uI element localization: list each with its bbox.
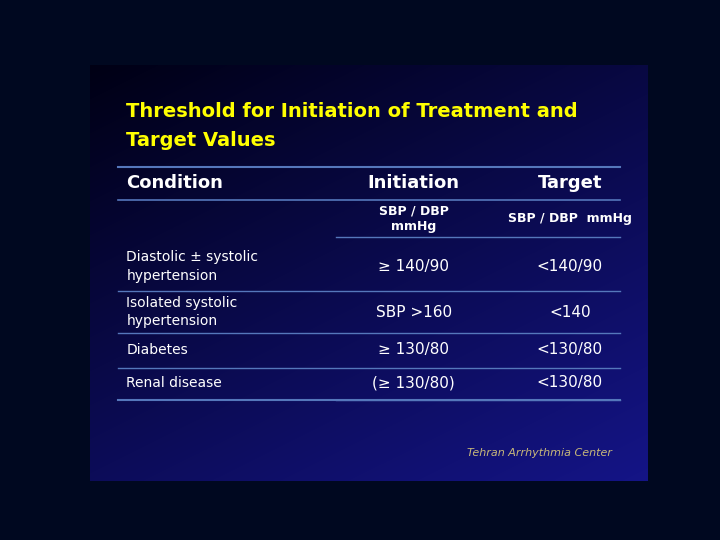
Text: Diastolic ± systolic
hypertension: Diastolic ± systolic hypertension bbox=[126, 250, 258, 282]
Text: Threshold for Initiation of Treatment and: Threshold for Initiation of Treatment an… bbox=[126, 102, 578, 121]
Text: <140: <140 bbox=[549, 305, 590, 320]
Text: Isolated systolic
hypertension: Isolated systolic hypertension bbox=[126, 296, 238, 328]
Text: (≥ 130/80): (≥ 130/80) bbox=[372, 375, 455, 390]
Text: SBP / DBP
mmHg: SBP / DBP mmHg bbox=[379, 205, 449, 233]
Text: <140/90: <140/90 bbox=[537, 259, 603, 274]
Text: <130/80: <130/80 bbox=[537, 342, 603, 357]
Text: ≥ 140/90: ≥ 140/90 bbox=[378, 259, 449, 274]
Text: Renal disease: Renal disease bbox=[126, 376, 222, 390]
Text: SBP / DBP  mmHg: SBP / DBP mmHg bbox=[508, 212, 632, 225]
Text: Tehran Arrhythmia Center: Tehran Arrhythmia Center bbox=[467, 448, 612, 458]
Text: Target: Target bbox=[538, 174, 602, 192]
Text: Diabetes: Diabetes bbox=[126, 342, 188, 356]
Text: Initiation: Initiation bbox=[368, 174, 459, 192]
Text: ≥ 130/80: ≥ 130/80 bbox=[378, 342, 449, 357]
Text: SBP >160: SBP >160 bbox=[376, 305, 451, 320]
Text: <130/80: <130/80 bbox=[537, 375, 603, 390]
Text: Target Values: Target Values bbox=[126, 131, 276, 150]
Text: Condition: Condition bbox=[126, 174, 223, 192]
